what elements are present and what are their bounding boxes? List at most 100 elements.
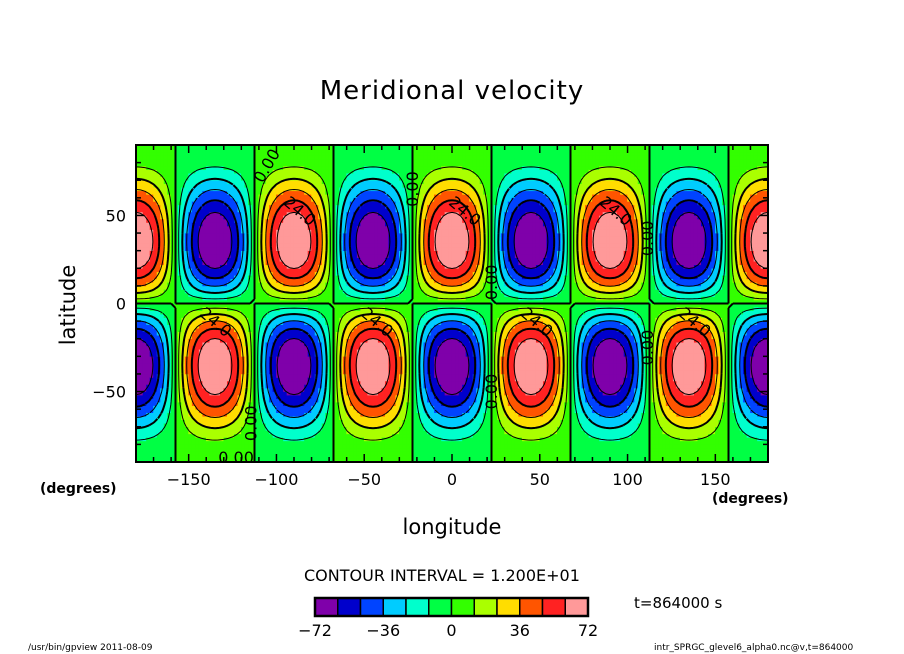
- heatmap-cell: [156, 148, 161, 153]
- heatmap-cell: [191, 162, 196, 167]
- heatmap-cell: [272, 451, 277, 456]
- heatmap-cell: [234, 398, 239, 403]
- heatmap-cell: [209, 373, 214, 378]
- heatmap-cell: [255, 377, 260, 382]
- heatmap-cell: [219, 373, 225, 378]
- heatmap-cell: [191, 299, 196, 304]
- heatmap-cell: [290, 225, 295, 230]
- heatmap-cell: [223, 338, 228, 343]
- heatmap-cell: [244, 158, 249, 163]
- heatmap-cell: [304, 264, 309, 269]
- heatmap-cell: [297, 299, 302, 304]
- heatmap-cell: [307, 176, 312, 181]
- heatmap-cell: [181, 437, 186, 442]
- heatmap-cell: [219, 229, 225, 234]
- heatmap-cell: [223, 257, 228, 262]
- heatmap-cell: [311, 246, 316, 251]
- heatmap-cell: [290, 289, 295, 294]
- heatmap-cell: [167, 401, 172, 406]
- heatmap-cell: [311, 444, 316, 449]
- heatmap-cell: [286, 415, 291, 421]
- heatmap-cell: [167, 183, 172, 188]
- heatmap-cell: [184, 271, 189, 276]
- heatmap-cell: [177, 458, 182, 462]
- heatmap-cell: [286, 267, 291, 273]
- heatmap-cell: [153, 289, 158, 294]
- heatmap-cell: [311, 306, 316, 311]
- heatmap-cell: [325, 208, 330, 213]
- heatmap-cell: [286, 345, 291, 350]
- heatmap-cell: [283, 172, 288, 177]
- heatmap-cell: [241, 162, 246, 167]
- heatmap-cell: [325, 377, 330, 382]
- heatmap-cell: [195, 267, 200, 273]
- heatmap-cell: [149, 183, 154, 188]
- heatmap-cell: [262, 278, 267, 283]
- heatmap-cell: [230, 422, 235, 428]
- heatmap-cell: [318, 172, 323, 177]
- heatmap-cell: [269, 317, 274, 322]
- heatmap-cell: [219, 250, 225, 255]
- heatmap-cell: [146, 356, 151, 361]
- heatmap-cell: [163, 222, 168, 227]
- heatmap-cell: [146, 324, 151, 329]
- heatmap-cell: [318, 162, 323, 167]
- heatmap-cell: [272, 218, 277, 223]
- heatmap-cell: [293, 257, 298, 262]
- heatmap-cell: [262, 306, 267, 311]
- heatmap-cell: [223, 158, 228, 163]
- heatmap-cell: [223, 373, 228, 378]
- heatmap-cell: [318, 275, 323, 280]
- heatmap-cell: [290, 186, 295, 192]
- heatmap-cell: [293, 296, 298, 301]
- heatmap-cell: [272, 380, 277, 385]
- heatmap-cell: [142, 299, 147, 304]
- heatmap-cell: [321, 419, 326, 424]
- heatmap-cell: [304, 148, 309, 153]
- heatmap-cell: [198, 229, 204, 234]
- heatmap-cell: [258, 331, 263, 336]
- heatmap-cell: [198, 356, 204, 361]
- heatmap-cell: [195, 348, 200, 354]
- heatmap-cell: [314, 444, 319, 449]
- heatmap-cell: [212, 426, 218, 431]
- heatmap-cell: [177, 285, 182, 290]
- heatmap-cell: [209, 412, 214, 417]
- heatmap-cell: [195, 253, 200, 259]
- heatmap-cell: [244, 451, 249, 456]
- heatmap-cell: [226, 391, 232, 396]
- heatmap-cell: [191, 338, 196, 343]
- heatmap-cell: [153, 165, 158, 170]
- heatmap-cell: [156, 454, 161, 459]
- heatmap-cell: [163, 257, 168, 262]
- heatmap-cell: [195, 271, 200, 276]
- heatmap-cell: [311, 391, 316, 396]
- heatmap-cell: [149, 320, 154, 325]
- heatmap-cell: [136, 306, 140, 311]
- heatmap-cell: [212, 145, 218, 149]
- heatmap-cell: [195, 451, 200, 456]
- heatmap-cell: [163, 278, 168, 283]
- heatmap-cell: [184, 257, 189, 262]
- heatmap-cell: [216, 165, 221, 170]
- heatmap-cell: [311, 426, 316, 431]
- heatmap-cell: [195, 366, 200, 371]
- heatmap-cell: [202, 334, 207, 340]
- heatmap-cell: [286, 190, 291, 195]
- heatmap-cell: [198, 267, 204, 273]
- heatmap-cell: [139, 253, 144, 259]
- heatmap-cell: [184, 267, 189, 273]
- heatmap-cell: [283, 331, 288, 336]
- heatmap-cell: [219, 458, 225, 462]
- heatmap-cell: [269, 320, 274, 325]
- heatmap-cell: [202, 275, 207, 280]
- heatmap-cell: [142, 267, 147, 273]
- heatmap-cell: [195, 151, 200, 156]
- heatmap-cell: [283, 148, 288, 153]
- heatmap-cell: [139, 243, 144, 248]
- heatmap-cell: [258, 186, 263, 192]
- heatmap-cell: [279, 373, 284, 378]
- heatmap-cell: [195, 239, 200, 244]
- heatmap-cell: [202, 169, 207, 174]
- heatmap-cell: [241, 204, 246, 209]
